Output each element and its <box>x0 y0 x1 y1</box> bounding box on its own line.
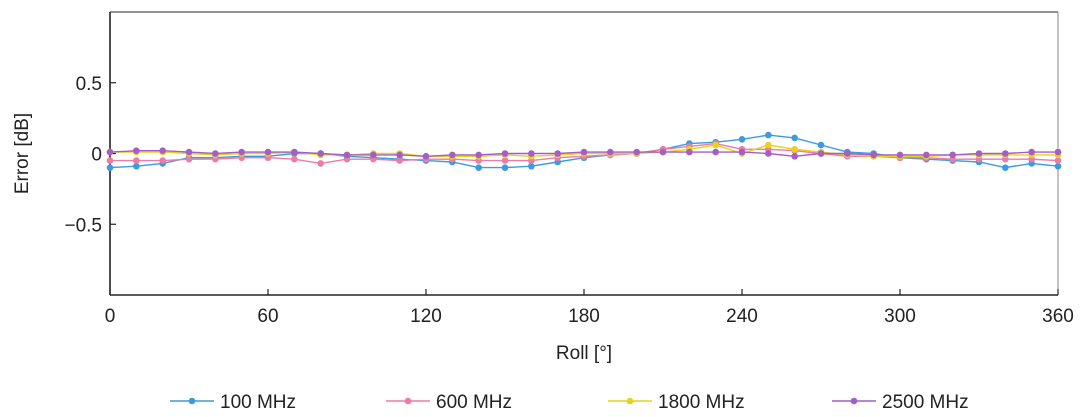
legend-swatch-marker <box>188 397 196 405</box>
data-point <box>765 141 772 149</box>
data-point <box>765 150 772 157</box>
data-point <box>317 160 324 167</box>
data-point <box>106 148 114 156</box>
data-point <box>106 164 114 171</box>
data-point <box>554 150 561 157</box>
data-point <box>396 157 403 164</box>
data-point <box>975 150 983 157</box>
data-point <box>791 153 798 160</box>
data-point <box>106 157 114 164</box>
data-point <box>238 148 245 156</box>
data-point <box>528 150 535 157</box>
legend-label: 2500 MHz <box>882 392 969 413</box>
data-point <box>133 162 140 170</box>
data-point <box>501 164 509 171</box>
x-tick-label: 300 <box>884 306 916 327</box>
data-point <box>264 148 272 156</box>
data-point <box>633 148 640 156</box>
data-point <box>659 148 667 156</box>
data-point <box>896 151 904 159</box>
data-point <box>686 148 693 156</box>
legend-entry: 2500 MHz <box>832 392 969 413</box>
data-point <box>133 147 140 154</box>
data-point <box>501 150 509 157</box>
data-point <box>738 148 746 156</box>
y-axis-title: Error [dB] <box>12 113 33 194</box>
x-tick-label: 120 <box>410 306 442 327</box>
data-point <box>317 150 324 157</box>
data-point <box>712 141 719 149</box>
legend-label: 100 MHz <box>220 392 296 413</box>
data-point <box>528 162 535 170</box>
x-axis-title: Roll [°] <box>556 343 612 364</box>
data-point <box>291 155 298 163</box>
x-tick-label: 240 <box>726 306 758 327</box>
legend-entry: 100 MHz <box>170 392 296 413</box>
data-point <box>738 136 746 143</box>
legend-entry: 600 MHz <box>386 392 512 413</box>
data-point <box>1002 150 1009 157</box>
legend-entry: 1800 MHz <box>608 392 745 413</box>
data-point <box>449 151 456 159</box>
data-point <box>370 151 377 159</box>
data-point <box>791 145 798 153</box>
data-point <box>185 155 193 163</box>
y-tick-label: −0.5 <box>64 215 102 236</box>
data-point <box>185 148 193 156</box>
data-point <box>1054 148 1062 156</box>
data-point <box>291 148 298 156</box>
legend-swatch-marker <box>850 397 858 405</box>
data-point <box>159 157 166 164</box>
data-point <box>133 157 140 164</box>
y-tick-label: 0.5 <box>76 74 102 95</box>
x-tick-label: 0 <box>105 306 116 327</box>
data-point <box>422 153 430 160</box>
data-point <box>159 147 166 154</box>
data-point <box>475 151 482 159</box>
data-point <box>1054 162 1062 170</box>
legend-swatch-marker <box>404 397 412 405</box>
data-point <box>501 157 509 164</box>
y-tick-label: 0 <box>91 145 102 166</box>
data-point <box>1028 148 1035 156</box>
legend-swatch-marker <box>626 397 634 405</box>
legend-label: 600 MHz <box>436 392 512 413</box>
data-point <box>870 151 877 159</box>
data-point <box>396 151 403 159</box>
data-point <box>475 164 482 171</box>
data-point <box>817 141 825 149</box>
data-point <box>607 148 614 156</box>
data-point <box>212 150 219 157</box>
x-tick-label: 60 <box>257 306 278 327</box>
data-point <box>343 151 351 159</box>
data-point <box>923 151 930 159</box>
data-point <box>844 150 851 157</box>
data-point <box>1002 164 1009 171</box>
data-point <box>580 148 588 156</box>
legend: 100 MHz 600 MHz 1800 MHz 2500 MHz <box>170 392 969 413</box>
data-point <box>712 148 719 156</box>
data-point <box>765 131 772 139</box>
data-point <box>1054 157 1062 164</box>
data-point <box>817 150 825 157</box>
data-point <box>949 151 956 159</box>
x-tick-label: 360 <box>1042 306 1074 327</box>
legend-label: 1800 MHz <box>658 392 745 413</box>
x-tick-label: 180 <box>568 306 600 327</box>
data-point <box>791 134 798 142</box>
series-4 <box>106 147 1062 160</box>
